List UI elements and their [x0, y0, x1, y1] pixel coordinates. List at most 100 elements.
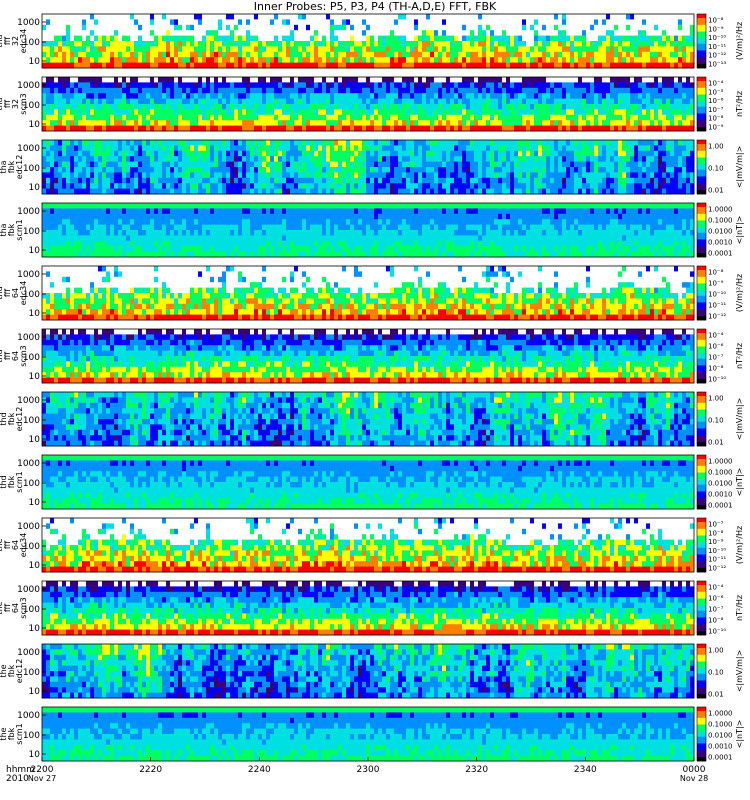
spectrogram-cell: [514, 178, 518, 184]
spectrogram-cell: [154, 77, 158, 83]
spectrogram-cell: [494, 99, 498, 105]
spectrogram-cell: [342, 19, 346, 25]
spectrogram-cell: [98, 156, 102, 162]
spectrogram-cell: [250, 126, 254, 132]
spectrogram-cell: [606, 88, 610, 94]
spectrogram-cell: [46, 172, 50, 178]
spectrogram-cell: [378, 172, 382, 178]
spectrogram-cell: [470, 57, 474, 63]
spectrogram-cell: [286, 145, 290, 151]
spectrogram-cell: [90, 172, 94, 178]
spectrogram-cell: [534, 52, 538, 58]
spectrogram-cell: [674, 52, 678, 58]
spectrogram-cell: [174, 30, 178, 36]
spectrogram-cell: [466, 30, 470, 36]
spectrogram-cell: [482, 41, 486, 47]
spectrogram-cell: [410, 63, 414, 69]
spectrogram-cell: [286, 57, 290, 63]
spectrogram-cell: [246, 172, 250, 178]
spectrogram-cell: [662, 41, 666, 47]
spectrogram-cell: [362, 99, 366, 105]
spectrogram-cell: [526, 156, 530, 162]
spectrogram-cell: [174, 77, 178, 83]
spectrogram-cell: [634, 30, 638, 36]
spectrogram-cell: [50, 88, 54, 94]
spectrogram-cell: [258, 115, 262, 121]
spectrogram-cell: [186, 115, 190, 121]
spectrogram-cell: [618, 178, 622, 184]
spectrogram-cell: [174, 93, 178, 99]
spectrogram-cell: [622, 52, 626, 58]
spectrogram-cell: [122, 82, 126, 88]
spectrogram-cell: [446, 88, 450, 94]
spectrogram-cell: [78, 167, 82, 173]
spectrogram-cell: [506, 115, 510, 121]
spectrogram-cell: [66, 120, 70, 126]
spectrogram-cell: [410, 46, 414, 52]
spectrogram-cell: [430, 167, 434, 173]
spectrogram-cell: [638, 183, 642, 189]
spectrogram-cell: [270, 156, 274, 162]
spectrogram-cell: [118, 151, 122, 157]
spectrogram-cell: [198, 126, 202, 132]
spectrogram-cell: [554, 14, 558, 20]
spectrogram-cell: [250, 172, 254, 178]
spectrogram-cell: [86, 57, 90, 63]
spectrogram-cell: [446, 183, 450, 189]
spectrogram-cell: [90, 120, 94, 126]
spectrogram-cell: [626, 25, 630, 31]
spectrogram-cell: [382, 99, 386, 105]
spectrogram-cell: [646, 120, 650, 126]
spectrogram-cell: [138, 178, 142, 184]
spectrogram-cell: [66, 145, 70, 151]
spectrogram-cell: [558, 99, 562, 105]
spectrogram-cell: [634, 63, 638, 69]
spectrogram-cell: [582, 41, 586, 47]
spectrogram-cell: [654, 46, 658, 52]
spectrogram-cell: [298, 30, 302, 36]
spectrogram-cell: [302, 25, 306, 31]
spectrogram-cell: [294, 25, 298, 31]
spectrogram-cell: [326, 109, 330, 115]
spectrogram-cell: [614, 172, 618, 178]
spectrogram-cell: [262, 178, 266, 184]
spectrogram-cell: [334, 183, 338, 189]
spectrogram-cell: [418, 120, 422, 126]
spectrogram-cell: [554, 189, 558, 195]
spectrogram-cell: [154, 14, 158, 20]
spectrogram-cell: [642, 14, 646, 20]
spectrogram-cell: [422, 126, 426, 132]
spectrogram-cell: [126, 104, 130, 110]
spectrogram-cell: [98, 104, 102, 110]
spectrogram-cell: [290, 41, 294, 47]
spectrogram-cell: [186, 104, 190, 110]
spectrogram-cell: [610, 172, 614, 178]
spectrogram-cell: [274, 36, 278, 42]
spectrogram-cell: [674, 36, 678, 42]
spectrogram-cell: [194, 63, 198, 69]
spectrogram-cell: [642, 99, 646, 105]
spectrogram-cell: [170, 77, 174, 83]
spectrogram-cell: [154, 183, 158, 189]
spectrogram-cell: [250, 46, 254, 52]
spectrogram-cell: [470, 41, 474, 47]
spectrogram-cell: [430, 52, 434, 58]
spectrogram-cell: [166, 145, 170, 151]
spectrogram-cell: [346, 104, 350, 110]
spectrogram-cell: [458, 82, 462, 88]
spectrogram-cell: [214, 126, 218, 132]
spectrogram-cell: [414, 156, 418, 162]
spectrogram-cell: [514, 25, 518, 31]
spectrogram-cell: [122, 115, 126, 121]
spectrogram-cell: [650, 115, 654, 121]
spectrogram-cell: [414, 151, 418, 157]
colorbar-tick-label: 10⁻⁵: [708, 88, 724, 96]
spectrogram-cell: [170, 82, 174, 88]
spectrogram-cell: [338, 145, 342, 151]
spectrogram-cell: [50, 57, 54, 63]
spectrogram-cell: [298, 46, 302, 52]
spectrogram-cell: [186, 36, 190, 42]
spectrogram-cell: [490, 183, 494, 189]
spectrogram-cell: [622, 126, 626, 132]
spectrogram-cell: [326, 99, 330, 105]
